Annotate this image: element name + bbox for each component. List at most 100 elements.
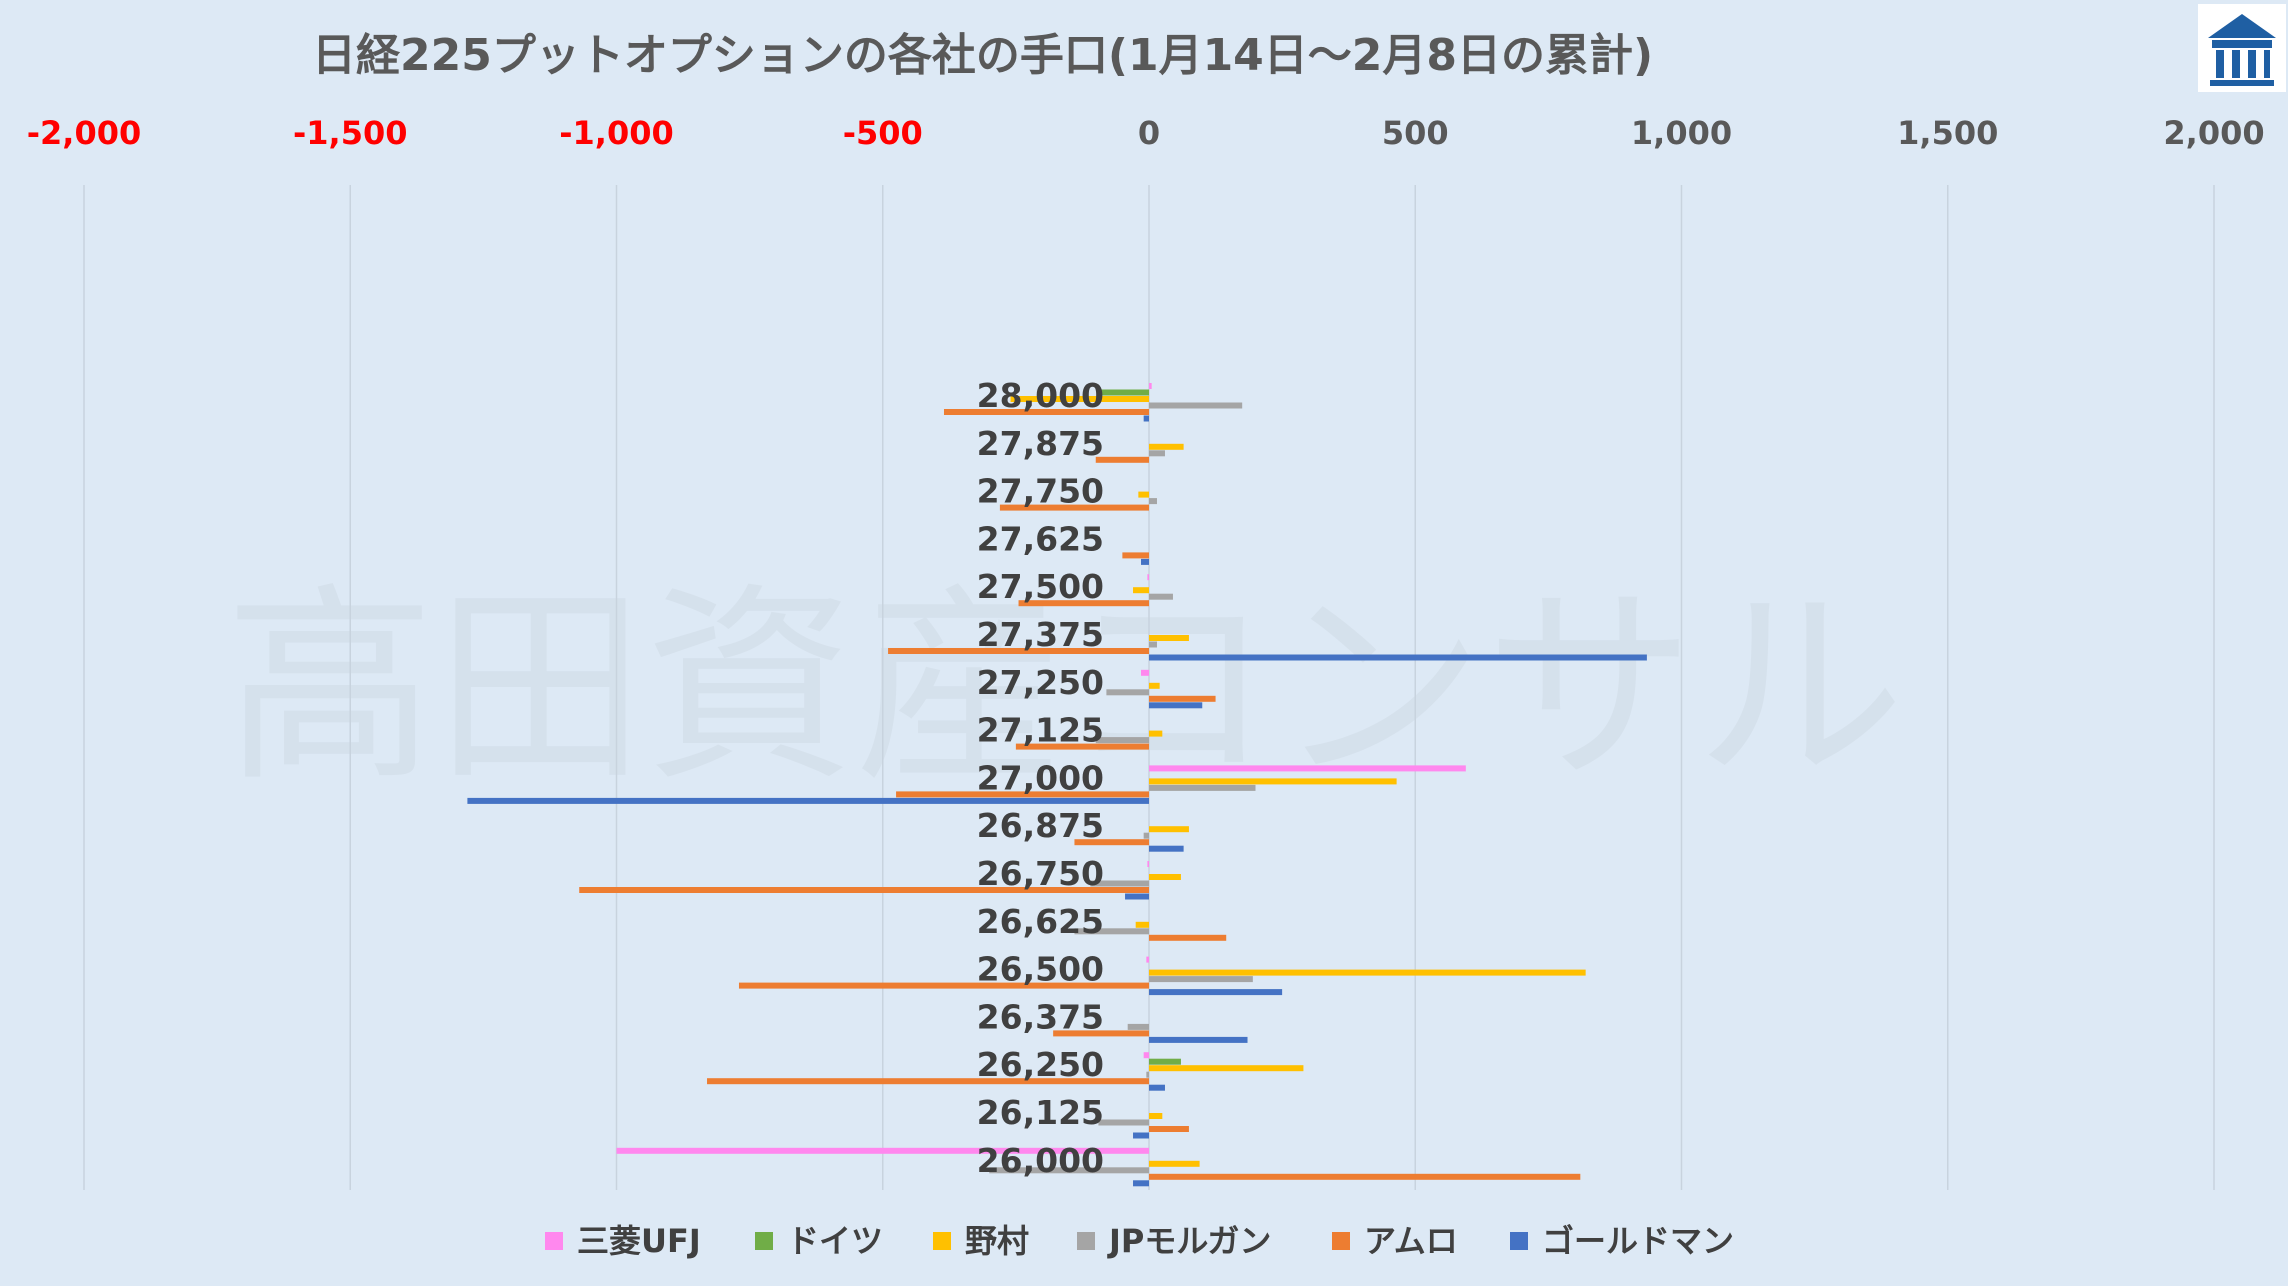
legend-swatch xyxy=(755,1232,773,1250)
bar-1-5 xyxy=(1147,574,1149,581)
y-tick-label: 27,875 xyxy=(977,424,1104,463)
bar-2-1 xyxy=(1098,389,1149,396)
legend-swatch xyxy=(933,1232,951,1250)
bar-6-11 xyxy=(1125,893,1149,900)
bar-5-4 xyxy=(1122,552,1149,559)
bar-4-9 xyxy=(1149,784,1256,791)
bar-5-5 xyxy=(1018,600,1149,607)
bar-1-11 xyxy=(1147,861,1149,867)
x-tick-label: 1,000 xyxy=(1631,114,1732,152)
x-tick-label: 500 xyxy=(1382,114,1449,152)
x-tick-label: -500 xyxy=(843,114,923,152)
bar-5-8 xyxy=(1015,743,1149,750)
bar-5-17 xyxy=(1149,1173,1581,1180)
bar-5-11 xyxy=(579,887,1149,893)
legend-label: ゴールドマン xyxy=(1542,1222,1734,1260)
y-tick-label: 27,375 xyxy=(977,615,1104,654)
bar-5-7 xyxy=(1149,695,1216,702)
y-tick-label: 27,750 xyxy=(977,472,1104,511)
bar-1-13 xyxy=(1146,956,1149,963)
bar-3-2 xyxy=(1149,443,1184,450)
building-logo-icon xyxy=(2198,4,2286,92)
bar-6-9 xyxy=(467,797,1149,804)
y-tick-label: 27,500 xyxy=(977,567,1104,606)
bar-3-6 xyxy=(1149,635,1189,641)
y-tick-label: 26,875 xyxy=(977,806,1104,845)
y-tick-label: 26,750 xyxy=(977,854,1104,893)
bar-6-7 xyxy=(1149,702,1203,709)
bar-4-14 xyxy=(1127,1023,1149,1030)
x-tick-label: -1,000 xyxy=(559,114,674,152)
y-tick-label: 27,125 xyxy=(977,711,1104,750)
bar-3-13 xyxy=(1149,969,1586,976)
bar-4-17 xyxy=(989,1167,1149,1174)
y-axis-tick-labels: 28,000 27,875 27,750 27,625 27,500 27,375 27,2… xyxy=(977,376,1104,1180)
legend-label: JPモルガン xyxy=(1107,1222,1271,1260)
y-tick-label: 27,250 xyxy=(977,663,1104,702)
bar-1-9 xyxy=(1149,765,1466,772)
bar-6-17 xyxy=(1133,1180,1149,1187)
y-tick-label: 26,125 xyxy=(977,1093,1104,1132)
bar-4-15 xyxy=(1146,1071,1149,1078)
gridlines xyxy=(83,185,2215,1190)
legend-label: アムロ xyxy=(1364,1222,1458,1260)
bar-4-6 xyxy=(1149,641,1157,648)
legend-label: 三菱UFJ xyxy=(577,1222,701,1260)
bar-3-16 xyxy=(1149,1113,1163,1119)
y-tick-label: 26,625 xyxy=(977,902,1104,941)
y-tick-label: 27,000 xyxy=(977,758,1104,797)
bar-4-3 xyxy=(1149,498,1157,505)
bar-3-11 xyxy=(1149,874,1181,880)
y-tick-label: 27,625 xyxy=(977,519,1104,558)
bar-4-13 xyxy=(1149,976,1253,983)
bar-6-10 xyxy=(1149,845,1184,852)
y-tick-label: 26,375 xyxy=(977,997,1104,1036)
bar-5-6 xyxy=(888,648,1149,654)
bar-3-7 xyxy=(1149,682,1160,689)
bar-3-8 xyxy=(1149,730,1163,737)
legend-label: ドイツ xyxy=(787,1222,883,1260)
bar-5-13 xyxy=(738,982,1149,989)
x-tick-label: 2,000 xyxy=(2163,114,2264,152)
bar-6-14 xyxy=(1149,1036,1248,1043)
bar-5-2 xyxy=(1095,456,1149,463)
bar-1-15 xyxy=(1143,1052,1149,1059)
bar-4-7 xyxy=(1106,689,1149,696)
x-tick-label: 0 xyxy=(1138,114,1160,152)
bars xyxy=(467,383,1647,1187)
y-tick-label: 26,250 xyxy=(977,1045,1104,1084)
bar-6-13 xyxy=(1149,989,1283,996)
chart-title: 日経225プットオプションの各社の手口(1月14日～2月8日の累計) xyxy=(312,30,1653,81)
bar-3-9 xyxy=(1149,778,1397,785)
bar-3-10 xyxy=(1149,826,1189,833)
bar-3-15 xyxy=(1149,1065,1304,1072)
x-axis-tick-labels: -2,000 -1,500 -1,000 -500 0 500 1,000 1,500 2,00… xyxy=(27,114,2265,152)
bar-6-16 xyxy=(1133,1132,1149,1139)
bar-3-12 xyxy=(1135,921,1149,928)
bar-3-3 xyxy=(1138,491,1149,498)
bar-6-15 xyxy=(1149,1084,1165,1091)
bar-6-1 xyxy=(1143,415,1149,422)
legend-label: 野村 xyxy=(965,1222,1029,1260)
bar-3-17 xyxy=(1149,1160,1200,1167)
bar-1-17 xyxy=(616,1147,1149,1154)
x-tick-label: -2,000 xyxy=(27,114,142,152)
bar-4-1 xyxy=(1149,402,1243,409)
legend: 三菱UFJ ドイツ 野村 JPモルガン アムロ ゴールドマン xyxy=(545,1222,1734,1260)
legend-swatch xyxy=(1332,1232,1350,1250)
bar-2-15 xyxy=(1149,1058,1181,1065)
bar-4-8 xyxy=(1095,737,1149,744)
bar-5-1 xyxy=(943,409,1149,415)
bar-1-1 xyxy=(1149,383,1152,389)
y-tick-label: 26,500 xyxy=(977,950,1104,989)
bar-4-11 xyxy=(1090,880,1149,887)
y-tick-label: 28,000 xyxy=(977,376,1104,415)
bar-3-5 xyxy=(1133,587,1149,594)
legend-swatch xyxy=(1510,1232,1528,1250)
bar-5-15 xyxy=(707,1078,1149,1085)
legend-swatch xyxy=(545,1232,563,1250)
bar-5-3 xyxy=(999,504,1149,511)
bar-4-16 xyxy=(1098,1119,1149,1126)
